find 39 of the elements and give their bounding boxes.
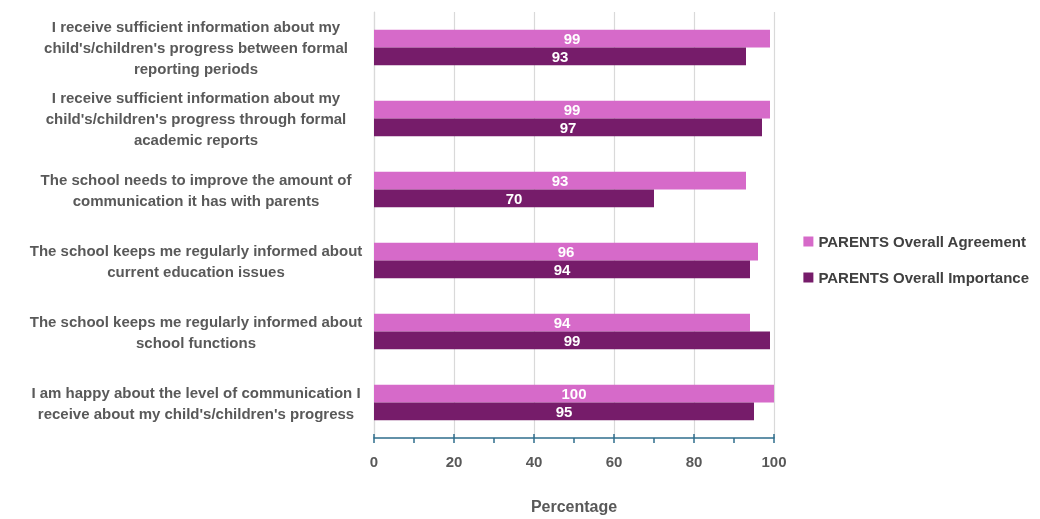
bar bbox=[374, 260, 750, 279]
data-label: 94 bbox=[553, 260, 571, 278]
y-tick-label: I receive sufficient information about my child's/children's progress between formal reporting periods bbox=[44, 18, 348, 77]
y-tick-label: The school keeps me regularly informed about school functions bbox=[29, 312, 363, 351]
data-label: 93 bbox=[551, 47, 569, 65]
y-tick-label: The school needs to improve the amount of communication it has with parents bbox=[40, 170, 353, 209]
legend-label: PARENTS Overall Agreement bbox=[818, 233, 1026, 250]
y-tick-label: The school keeps me regularly informed about current education issues bbox=[29, 241, 363, 280]
bar bbox=[374, 100, 770, 119]
bar bbox=[374, 189, 654, 208]
bar bbox=[374, 384, 774, 403]
x-axis-title: Percentage bbox=[530, 497, 618, 515]
data-label: 99 bbox=[563, 30, 581, 48]
data-label: 95 bbox=[555, 402, 573, 420]
y-tick-label: I receive sufficient information about my child's/children's progress through formal academic reports bbox=[45, 89, 347, 148]
data-label: 93 bbox=[551, 172, 569, 190]
data-label: 99 bbox=[563, 101, 581, 119]
data-label: 99 bbox=[563, 331, 581, 349]
data-label: 70 bbox=[505, 189, 523, 207]
bar bbox=[374, 402, 754, 421]
x-tick-label: 40 bbox=[525, 453, 543, 470]
bar bbox=[374, 171, 746, 190]
data-label: 97 bbox=[559, 118, 577, 136]
bar bbox=[374, 331, 770, 350]
x-tick-label: 60 bbox=[605, 453, 623, 470]
data-label: 94 bbox=[553, 314, 571, 332]
x-tick-label: 100 bbox=[761, 453, 787, 470]
data-label: 96 bbox=[557, 243, 575, 261]
bar bbox=[374, 242, 758, 261]
data-label: 100 bbox=[561, 385, 587, 403]
y-tick-label: I am happy about the level of communication I receive about my child's/children's progress bbox=[31, 383, 361, 422]
bar bbox=[374, 118, 762, 137]
bar bbox=[374, 313, 750, 332]
x-tick-label: 20 bbox=[445, 453, 463, 470]
bar bbox=[374, 29, 770, 48]
x-tick-label: 0 bbox=[369, 453, 379, 470]
legend-label: PARENTS Overall Importance bbox=[818, 269, 1030, 286]
bar bbox=[374, 47, 746, 66]
x-tick-label: 80 bbox=[685, 453, 703, 470]
